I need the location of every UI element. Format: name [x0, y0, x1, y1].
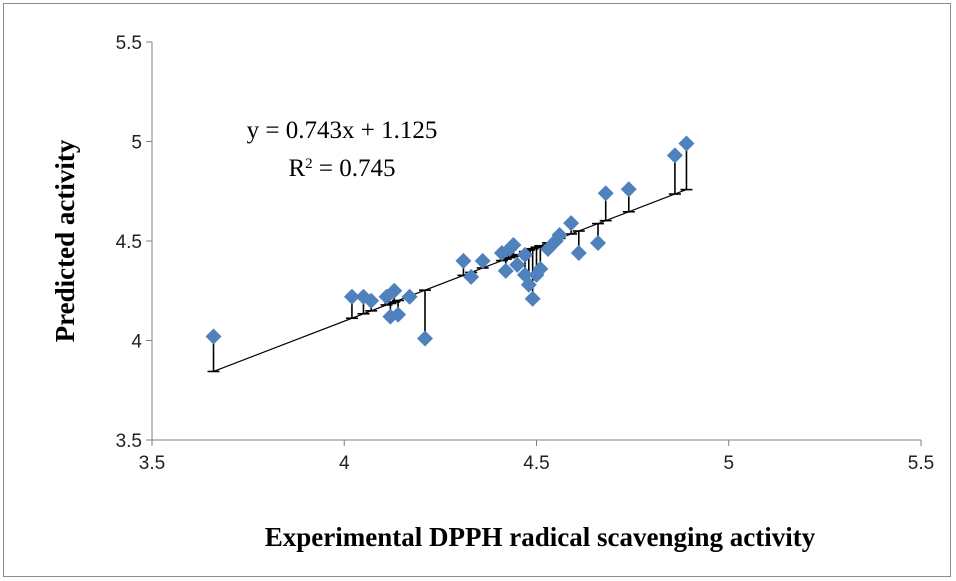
x-tick-label: 4.5 [523, 453, 549, 474]
y-tick-label: 5.5 [116, 33, 142, 54]
axes [151, 42, 921, 441]
data-point [343, 288, 360, 305]
trendline [213, 189, 687, 373]
data-point [509, 256, 526, 273]
data-point [551, 227, 568, 244]
r-squared-label: R2 = 0.745 [288, 155, 395, 182]
x-tick-label: 3.5 [139, 453, 165, 474]
r-squared-suffix: = 0.745 [313, 155, 396, 182]
data-point [570, 244, 587, 261]
data-point [532, 260, 549, 277]
data-point [401, 288, 418, 305]
chart-frame [3, 3, 951, 577]
data-point [520, 276, 537, 293]
y-axis-title: Predicted activity [50, 139, 80, 342]
data-point [455, 252, 472, 269]
data-point [597, 185, 614, 202]
x-tick-label: 5 [723, 453, 734, 474]
data-point [590, 234, 607, 251]
y-tick-label: 4 [131, 332, 142, 353]
x-tick-label: 5.5 [908, 453, 934, 474]
data-point [205, 328, 222, 345]
data-point [416, 330, 433, 347]
data-point [516, 246, 533, 263]
data-point [505, 236, 522, 253]
data-point [386, 282, 403, 299]
data-point [497, 262, 514, 279]
r-squared-prefix: R [288, 155, 305, 182]
r-squared-superscript: 2 [305, 156, 313, 172]
y-axis-ticks: 3.5 4 4.5 5 5.5 [116, 33, 152, 452]
y-tick-label: 5 [131, 133, 142, 154]
data-point [474, 252, 491, 269]
data-points [205, 135, 695, 347]
x-axis-title: Experimental DPPH radical scavenging act… [265, 522, 816, 552]
error-bars [207, 143, 693, 373]
x-tick-label: 4 [339, 453, 350, 474]
y-tick-label: 3.5 [116, 431, 142, 452]
y-tick-label: 4.5 [116, 232, 142, 253]
data-point [563, 215, 580, 232]
data-point [463, 268, 480, 285]
x-axis-ticks: 3.5 4 4.5 5 5.5 [139, 440, 934, 474]
data-point [678, 135, 695, 152]
data-point [666, 147, 683, 164]
data-point [620, 181, 637, 198]
trendline-equation: y = 0.743x + 1.125 [247, 117, 438, 144]
data-point [524, 290, 541, 307]
data-point [363, 292, 380, 309]
data-point [390, 306, 407, 323]
